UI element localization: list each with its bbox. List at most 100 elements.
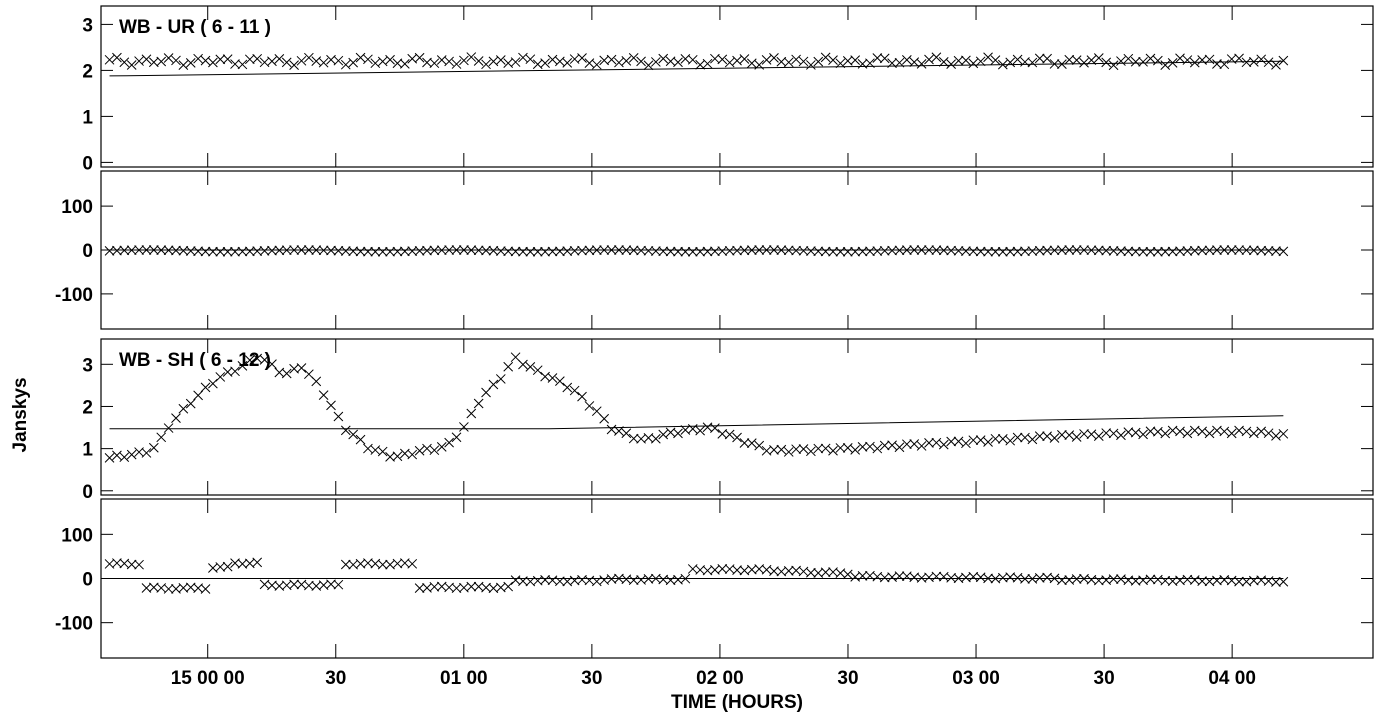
- data-point: [1057, 245, 1067, 255]
- x-tick-label: 30: [837, 668, 858, 689]
- data-point: [806, 567, 816, 578]
- data-point: [872, 443, 883, 454]
- data-point: [1071, 245, 1082, 255]
- data-point: [547, 246, 558, 257]
- data-point: [665, 246, 676, 257]
- data-point: [503, 361, 514, 372]
- data-point: [555, 246, 565, 257]
- data-point: [783, 57, 794, 68]
- data-point: [547, 54, 558, 65]
- data-point: [1256, 54, 1267, 65]
- data-point: [1167, 57, 1178, 68]
- data-point: [1189, 57, 1200, 68]
- y-tick-label: 1: [82, 107, 93, 128]
- data-point: [112, 558, 122, 568]
- data-point: [1160, 575, 1171, 586]
- data-point: [983, 52, 993, 63]
- data-point: [746, 564, 757, 575]
- data-point: [990, 246, 1001, 257]
- data-point: [1278, 55, 1289, 66]
- data-point: [126, 245, 137, 256]
- data-point: [1271, 431, 1281, 441]
- data-point: [658, 246, 669, 257]
- data-point: [628, 53, 639, 63]
- data-point: [1005, 246, 1016, 257]
- data-point: [916, 59, 927, 69]
- data-point: [739, 438, 750, 448]
- data-point: [392, 558, 403, 569]
- data-point: [112, 245, 122, 256]
- data-point: [820, 567, 831, 578]
- data-point: [267, 580, 277, 591]
- data-point: [525, 246, 536, 257]
- panel-title: WB - SH ( 6 - 12 ): [119, 350, 271, 371]
- data-point: [769, 566, 779, 576]
- data-point: [739, 245, 750, 256]
- data-point: [134, 245, 144, 255]
- data-point: [614, 57, 624, 68]
- data-point: [1167, 246, 1178, 257]
- data-point: [658, 429, 669, 440]
- data-point: [776, 444, 787, 455]
- data-point: [614, 426, 624, 436]
- y-axis-title: Janskys: [10, 377, 31, 452]
- data-point: [975, 56, 986, 67]
- data-point: [1101, 245, 1112, 256]
- data-point: [835, 246, 846, 257]
- data-point: [1153, 426, 1163, 437]
- data-point: [1049, 245, 1060, 256]
- data-point: [909, 572, 920, 583]
- data-point: [333, 245, 344, 256]
- data-point: [200, 584, 211, 594]
- data-point: [230, 366, 240, 377]
- data-point: [429, 445, 440, 456]
- data-point: [577, 245, 587, 256]
- data-point: [399, 246, 410, 257]
- data-point: [1271, 577, 1281, 587]
- data-point: [820, 443, 831, 454]
- data-point: [348, 429, 359, 440]
- data-point: [990, 55, 1001, 65]
- data-point: [990, 433, 1001, 444]
- data-point: [119, 245, 130, 256]
- data-point: [148, 245, 159, 255]
- data-point: [1160, 246, 1171, 257]
- data-point: [1093, 575, 1104, 586]
- data-point: [761, 55, 772, 65]
- data-point: [1278, 576, 1289, 587]
- data-point: [1138, 246, 1148, 257]
- data-point: [562, 382, 573, 393]
- data-point: [1153, 55, 1163, 66]
- y-tick-label: 0: [82, 570, 93, 591]
- data-point: [968, 571, 979, 582]
- data-point: [451, 59, 462, 69]
- data-point: [540, 575, 550, 585]
- data-point: [695, 246, 705, 257]
- data-point: [414, 445, 425, 456]
- data-point: [156, 245, 167, 255]
- data-point: [857, 58, 868, 69]
- data-point: [488, 379, 499, 390]
- data-point: [1020, 574, 1030, 584]
- data-point: [997, 572, 1008, 583]
- data-point: [296, 363, 307, 373]
- data-point: [621, 56, 632, 66]
- data-point: [1175, 53, 1185, 64]
- data-point: [1101, 428, 1112, 438]
- data-point: [370, 246, 381, 257]
- data-point: [1123, 53, 1134, 64]
- data-point: [591, 245, 602, 256]
- data-point: [451, 583, 462, 594]
- data-point: [1064, 54, 1075, 65]
- data-point: [1005, 435, 1016, 446]
- data-point: [909, 439, 920, 449]
- data-point: [525, 362, 536, 372]
- data-point: [724, 429, 735, 440]
- data-point: [754, 440, 765, 451]
- data-point: [1197, 245, 1208, 256]
- data-point: [901, 54, 912, 65]
- data-point: [776, 56, 787, 67]
- data-point: [1241, 426, 1252, 437]
- data-point: [222, 561, 233, 572]
- data-point: [776, 245, 787, 256]
